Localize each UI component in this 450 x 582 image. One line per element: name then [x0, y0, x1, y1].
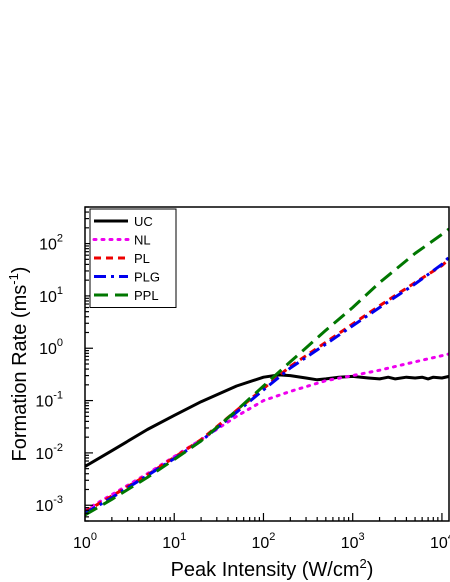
legend-label-plg: PLG	[134, 270, 160, 285]
series-line-ppl	[85, 227, 449, 517]
x-tick-label: 101	[162, 531, 186, 552]
x-axis-label-sup: 2	[360, 556, 367, 571]
legend-box	[89, 208, 177, 308]
ticks-layer: 100 101 102 103 104 10-3 10-2 10-1 100 101 102	[35, 206, 450, 552]
x-axis-label-end: )	[367, 559, 374, 581]
x-tick-label: 100	[73, 531, 97, 552]
legend-label-nl: NL	[134, 233, 151, 248]
y-axis-label-main: Formation Rate (ms	[9, 285, 31, 462]
x-tick-label: 103	[341, 531, 365, 552]
legend-label-ppl: PPL	[134, 288, 159, 303]
y-axis-label: Formation Rate (ms-1)	[6, 267, 31, 462]
legend-label-pl: PL	[134, 251, 150, 266]
y-tick-label: 102	[39, 233, 63, 254]
legend: UC NL PL PLG PPL	[89, 208, 177, 308]
y-tick-label: 101	[39, 285, 63, 306]
x-axis-label-main: Peak Intensity (W/cm	[171, 559, 360, 581]
x-tick-label: 102	[252, 531, 276, 552]
y-tick-label: 10-1	[35, 390, 63, 411]
series-line-plg	[85, 256, 449, 515]
y-tick-label: 10-2	[35, 442, 63, 463]
y-tick-label: 100	[39, 337, 63, 358]
y-axis-label-end: )	[9, 267, 31, 274]
series-layer	[85, 227, 449, 517]
x-axis-label: Peak Intensity (W/cm2)	[171, 556, 374, 581]
series-line-nl	[85, 352, 449, 512]
legend-label-uc: UC	[134, 214, 153, 229]
y-tick-label: 10-3	[35, 494, 63, 515]
series-line-uc	[85, 373, 449, 468]
y-axis-label-sup: -1	[6, 273, 21, 285]
x-tick-label: 104	[430, 531, 450, 552]
